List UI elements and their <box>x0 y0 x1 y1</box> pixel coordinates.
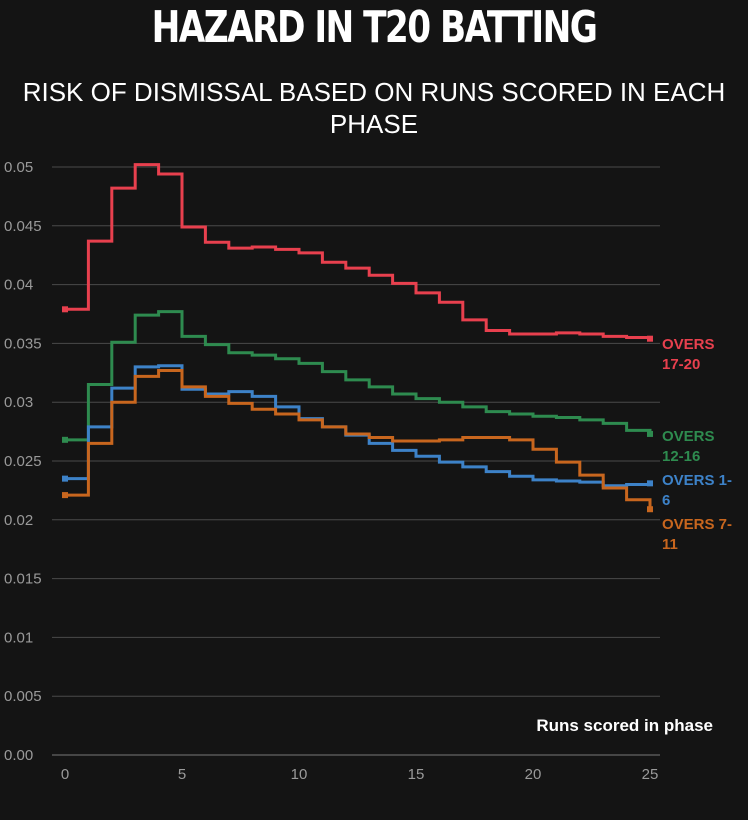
series-label-line: OVERS <box>662 336 715 353</box>
series-start-point <box>62 492 68 499</box>
y-tick-label: 0.005 <box>4 688 42 705</box>
x-tick-label: 20 <box>525 766 542 783</box>
series-label-line: OVERS <box>662 428 715 445</box>
series-line <box>65 310 652 442</box>
series-label: OVERS 17-20 <box>662 336 715 373</box>
y-tick-label: 0.00 <box>4 747 33 764</box>
series-line <box>65 163 652 340</box>
series-label-line: 12-16 <box>662 448 700 465</box>
y-tick-label: 0.03 <box>4 394 33 411</box>
series-start-point <box>62 436 68 443</box>
series-label-line: 17-20 <box>662 356 700 373</box>
x-tick-label: 10 <box>291 766 308 783</box>
x-tick-label: 5 <box>178 766 186 783</box>
y-tick-label: 0.01 <box>4 629 33 646</box>
series-label-line: OVERS 7- <box>662 516 732 533</box>
series-label-line: OVERS 1- <box>662 472 732 489</box>
y-tick-label: 0.02 <box>4 512 33 529</box>
series-end-point <box>647 430 653 437</box>
x-tick-label: 25 <box>642 766 659 783</box>
series-start-point <box>62 306 68 313</box>
x-axis-label: Runs scored in phase <box>536 716 713 735</box>
gridlines <box>52 166 660 756</box>
x-tick-label: 0 <box>61 766 69 783</box>
series-start-point <box>62 475 68 482</box>
series-label: OVERS 7- 11 <box>662 516 732 553</box>
series-end-point <box>647 506 653 513</box>
series-label: OVERS 1- 6 <box>662 472 732 509</box>
series-lines <box>62 163 653 513</box>
series-label-line: 11 <box>662 536 678 553</box>
chart-title: HAZARD IN T20 BATTING <box>151 2 598 53</box>
y-tick-label: 0.015 <box>4 571 42 588</box>
y-tick-label: 0.045 <box>4 218 42 235</box>
chart-subtitle: RISK OF DISMISSAL BASED ON RUNS SCORED I… <box>22 77 726 139</box>
series-end-point <box>647 480 653 487</box>
y-tick-labels: 0.00 0.005 0.01 0.015 0.02 0.025 0.03 0.035 0.04… <box>4 159 42 764</box>
x-tick-labels: 0 5 10 15 20 25 <box>61 766 659 783</box>
series-labels: OVERS 17-20 OVERS 12-16 OVERS 1- 6 OVERS 7- 11 <box>662 336 732 553</box>
series-end-point <box>647 335 653 342</box>
series-label-line: 6 <box>662 492 670 509</box>
series-label: OVERS 12-16 <box>662 428 715 465</box>
y-tick-label: 0.025 <box>4 453 42 470</box>
y-tick-label: 0.04 <box>4 277 33 294</box>
x-tick-label: 15 <box>408 766 425 783</box>
y-tick-label: 0.05 <box>4 159 33 176</box>
y-tick-label: 0.035 <box>4 335 42 352</box>
series-line <box>65 364 652 488</box>
series-line <box>65 368 652 510</box>
